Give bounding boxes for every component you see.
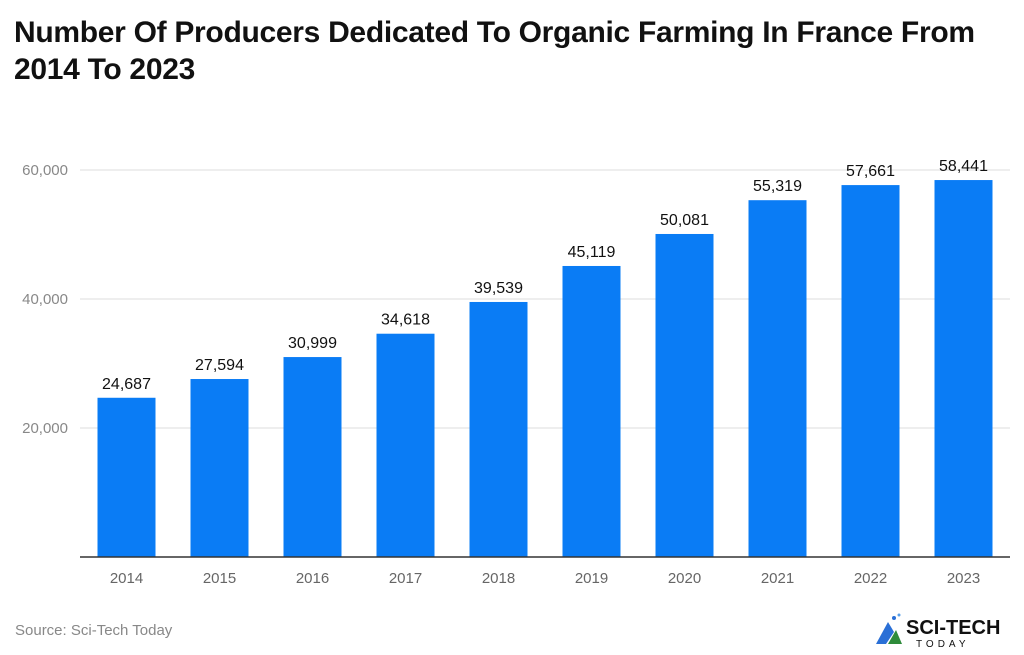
x-tick-label: 2023 [947, 570, 980, 587]
x-tick-label: 2018 [482, 570, 515, 587]
bar-2019 [562, 265, 621, 557]
source-note: Source: Sci-Tech Today [15, 622, 173, 639]
bar-2017 [376, 333, 435, 557]
data-label: 39,539 [474, 280, 523, 297]
sci-tech-today-logo: SCI-TECH TODAY [876, 613, 1000, 650]
x-tick-label: 2020 [668, 570, 701, 587]
x-tick-label: 2021 [761, 570, 794, 587]
bar-2016 [283, 357, 342, 557]
y-tick-label: 20,000 [22, 420, 68, 437]
bar-2018 [469, 301, 528, 557]
x-tick-label: 2017 [389, 570, 422, 587]
y-tick-label: 40,000 [22, 291, 68, 308]
data-label: 27,594 [195, 357, 244, 374]
svg-text:TODAY: TODAY [916, 639, 970, 650]
bar-2021 [748, 200, 807, 557]
x-tick-label: 2016 [296, 570, 329, 587]
bar-2022 [841, 185, 900, 557]
data-label: 58,441 [939, 158, 988, 175]
y-tick-label: 60,000 [22, 162, 68, 179]
bar-2020 [655, 233, 714, 558]
data-label: 45,119 [568, 244, 616, 261]
data-label: 50,081 [660, 212, 709, 229]
data-label: 24,687 [102, 376, 151, 393]
bar-2015 [190, 379, 249, 557]
x-tick-label: 2022 [854, 570, 887, 587]
x-tick-label: 2014 [110, 570, 143, 587]
svg-text:SCI-TECH: SCI-TECH [906, 617, 1000, 639]
data-label: 55,319 [753, 178, 802, 195]
bar-2023 [934, 180, 993, 558]
x-tick-label: 2019 [575, 570, 608, 587]
bar-2014 [97, 397, 156, 557]
data-label: 30,999 [288, 335, 337, 352]
data-label: 34,618 [381, 312, 430, 329]
chart-title: Number Of Producers Dedicated To Organic… [14, 16, 975, 86]
data-label: 57,661 [846, 163, 895, 180]
x-tick-label: 2015 [203, 570, 236, 587]
